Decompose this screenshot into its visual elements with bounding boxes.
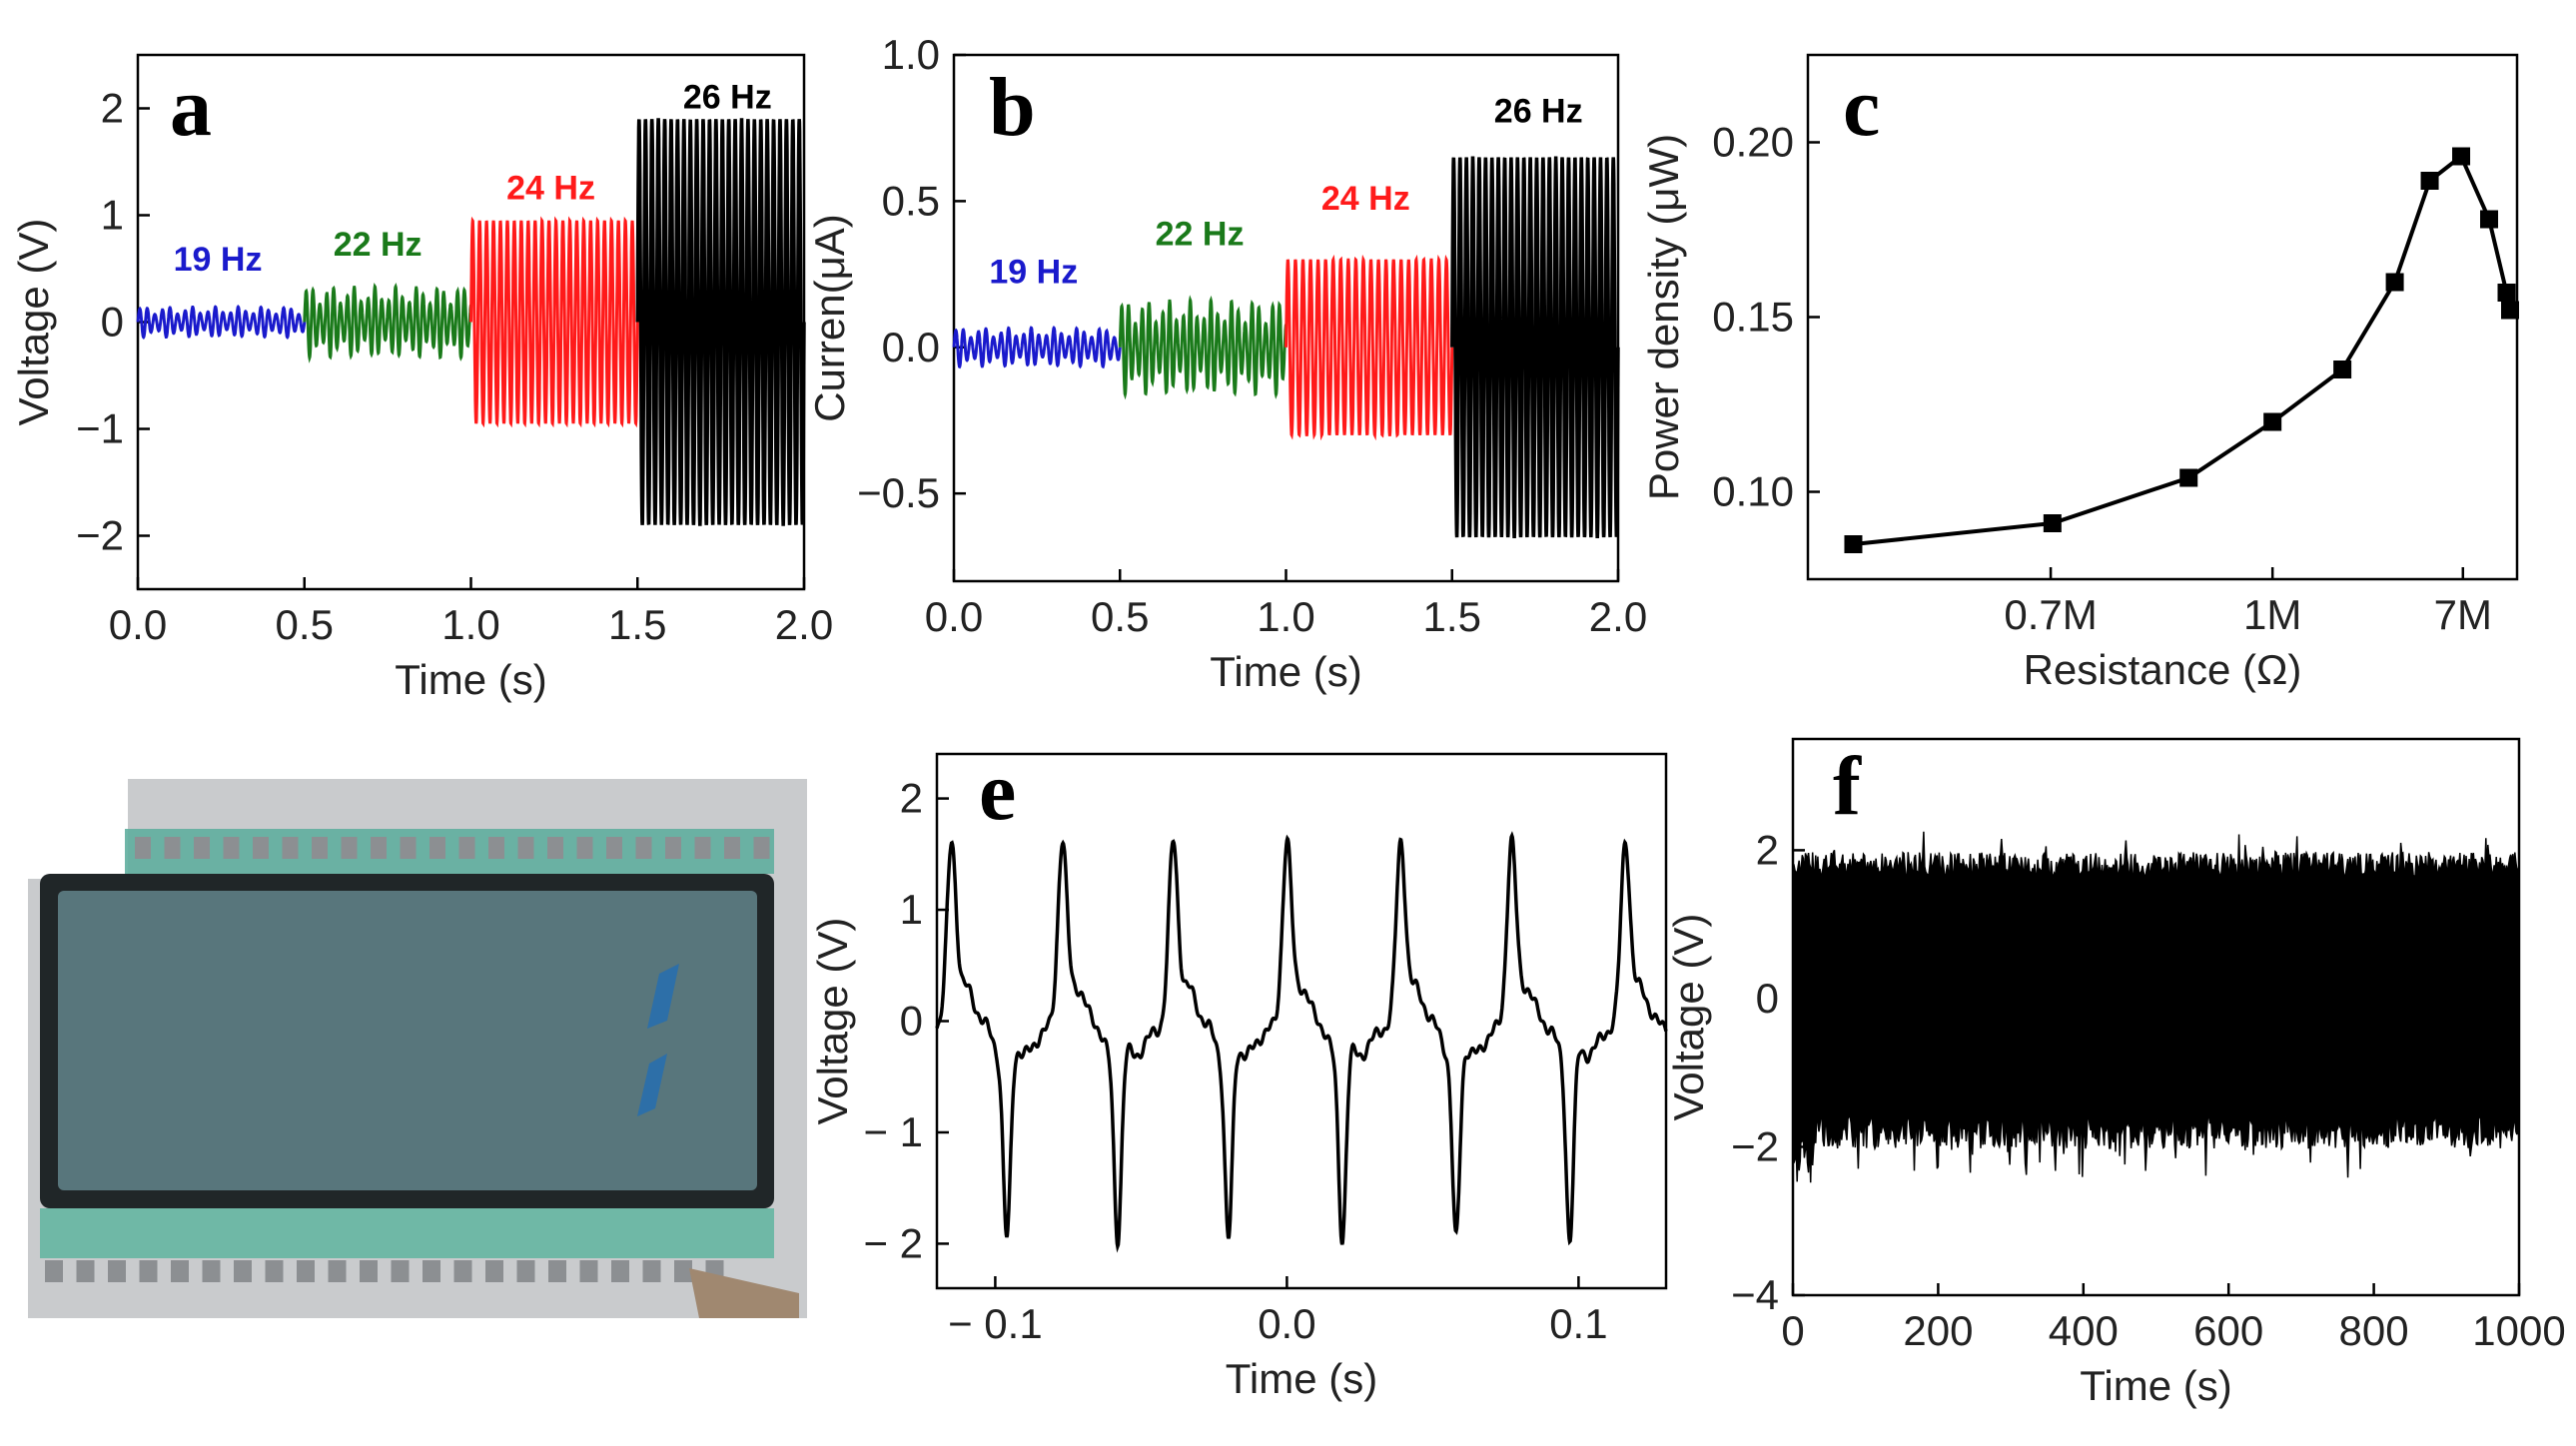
panel-e-xtick-label: 0.1 bbox=[1549, 1300, 1607, 1347]
panel-c-axes: 0.7M 1M 7M 0.10 0.15 0.20 Resistance (Ω) Power … bbox=[1640, 53, 2519, 693]
panel-f-xtick-label: 1000 bbox=[2472, 1307, 2565, 1354]
panel-b-series-3 bbox=[1450, 156, 1620, 539]
panel-a-series-2 bbox=[469, 216, 639, 428]
panel-b-xtick-label: 1.0 bbox=[1257, 593, 1314, 640]
panel-b-xtick-label: 0.0 bbox=[925, 593, 983, 640]
panel-b-series-2 bbox=[1285, 254, 1454, 441]
panel-e-xtick-label: 0.0 bbox=[1258, 1300, 1315, 1347]
panel-f-ytick-label: 0 bbox=[1756, 975, 1779, 1022]
panel-f-xtick-label: 600 bbox=[2193, 1307, 2263, 1354]
panel-b-axes: 0.0 0.5 1.0 1.5 2.0 −0.5 0.0 0.5 1.0 Time (s) Curr… bbox=[806, 31, 1647, 695]
panel-b-xtick-label: 2.0 bbox=[1589, 593, 1647, 640]
panel-a-ytick-label: 2 bbox=[101, 85, 124, 132]
lcd-photo bbox=[28, 779, 807, 1318]
panel-c-point bbox=[2179, 468, 2198, 487]
panel-a-ytick-label: 1 bbox=[101, 192, 124, 239]
panel-b-ytick-label: 0.5 bbox=[882, 177, 940, 224]
panel-a-ytick-label: 0 bbox=[101, 299, 124, 346]
panel-letter-b: b bbox=[989, 61, 1036, 154]
panel-b-ylabel: Curren(μA) bbox=[806, 214, 853, 422]
panel-f-axes: 0 200 400 600 800 1000 −4 −2 0 2 Time (s) Voltage (… bbox=[1665, 737, 2566, 1409]
panel-b-xtick-label: 1.5 bbox=[1423, 593, 1481, 640]
panel-f-ytick-label: 2 bbox=[1756, 826, 1779, 873]
panel-c-frame bbox=[1806, 53, 2519, 581]
panel-f-xtick-label: 200 bbox=[1903, 1307, 1973, 1354]
lcd-top-pins bbox=[135, 837, 770, 859]
panel-letter-e: e bbox=[979, 745, 1016, 838]
panel-c-ylabel: Power density (μW) bbox=[1640, 134, 1687, 500]
panel-b-xlabel: Time (s) bbox=[1210, 648, 1361, 695]
panel-c-ytick-label: 0.10 bbox=[1712, 468, 1794, 515]
panel-f-ytick-label: −4 bbox=[1731, 1271, 1779, 1318]
panel-e-ytick-label: 1 bbox=[900, 886, 923, 933]
panel-c-xtick-label: 7M bbox=[2434, 591, 2492, 638]
panel-b-freq-label-2: 24 Hz bbox=[1321, 180, 1410, 218]
panel-a-xtick-label: 0.0 bbox=[109, 601, 167, 648]
panel-c-point bbox=[1844, 535, 1863, 553]
panel-a-xtick-label: 2.0 bbox=[775, 601, 833, 648]
panel-e-axes: − 0.1 0.0 0.1 − 2 − 1 0 1 2 Time (s) Voltage (V) bbox=[809, 752, 1668, 1402]
panel-a-xtick-label: 1.0 bbox=[441, 601, 499, 648]
lcd-clip bbox=[689, 1268, 799, 1318]
panel-e-frame bbox=[935, 752, 1668, 1290]
panel-c-point bbox=[2497, 284, 2516, 302]
panel-c-xtick-label: 1M bbox=[2243, 591, 2301, 638]
panel-b-ytick-label: 0.0 bbox=[882, 324, 940, 370]
panel-a-ylabel: Voltage (V) bbox=[10, 219, 57, 426]
panel-f-xtick-label: 400 bbox=[2049, 1307, 2119, 1354]
panel-c-point bbox=[2501, 301, 2520, 320]
panel-c-ytick-label: 0.20 bbox=[1712, 119, 1794, 166]
panel-c-point bbox=[2333, 361, 2352, 378]
panel-a-freq-label-0: 19 Hz bbox=[174, 241, 263, 279]
panel-letter-c: c bbox=[1843, 61, 1880, 154]
panel-e-ylabel: Voltage (V) bbox=[809, 918, 856, 1125]
lcd-segment-lower bbox=[637, 1054, 667, 1116]
panel-b-ytick-label: 1.0 bbox=[882, 31, 940, 78]
panel-b-freq-label-3: 26 Hz bbox=[1494, 92, 1583, 130]
panel-e-series-line bbox=[935, 831, 1668, 1253]
panel-letter-a: a bbox=[170, 61, 212, 154]
panel-c-point bbox=[2480, 210, 2499, 229]
panel-a-freq-label-2: 24 Hz bbox=[506, 169, 595, 207]
panel-b-ytick-label: −0.5 bbox=[857, 469, 940, 516]
panel-c-point bbox=[2385, 273, 2404, 292]
panel-a-series-3 bbox=[635, 118, 806, 526]
panel-e-ytick-label: − 1 bbox=[863, 1108, 923, 1155]
lcd-segment-upper bbox=[647, 964, 679, 1029]
panel-c-ytick-label: 0.15 bbox=[1712, 294, 1794, 341]
panel-e-xlabel: Time (s) bbox=[1226, 1355, 1377, 1402]
panel-a-xlabel: Time (s) bbox=[395, 656, 546, 703]
panel-c-xtick-label: 0.7M bbox=[2004, 591, 2097, 638]
panel-c-point bbox=[2263, 412, 2282, 431]
panel-f-xtick-label: 0 bbox=[1781, 1307, 1804, 1354]
panel-f-xtick-label: 800 bbox=[2339, 1307, 2409, 1354]
panel-b-series-1 bbox=[1118, 295, 1288, 400]
panel-b-xtick-label: 0.5 bbox=[1091, 593, 1149, 640]
panel-a-freq-label-1: 22 Hz bbox=[334, 226, 423, 264]
panel-f-ylabel: Voltage (V) bbox=[1665, 914, 1712, 1121]
panel-c-point bbox=[2420, 172, 2439, 190]
panel-a-series-1 bbox=[303, 282, 472, 363]
panel-b-series-0 bbox=[952, 326, 1122, 369]
panel-letter-f: f bbox=[1833, 740, 1862, 833]
panel-b-freq-label-1: 22 Hz bbox=[1156, 215, 1245, 253]
panel-e-ytick-label: 0 bbox=[900, 998, 923, 1045]
panel-f-signal-band bbox=[1792, 831, 2520, 1183]
panel-a-ytick-label: −2 bbox=[76, 512, 124, 559]
panel-b-freq-label-0: 19 Hz bbox=[989, 253, 1078, 291]
panel-a-series-0 bbox=[136, 304, 307, 341]
panel-f-ytick-label: −2 bbox=[1731, 1122, 1779, 1169]
panel-c-xlabel: Resistance (Ω) bbox=[2024, 646, 2302, 693]
panel-e-ytick-label: − 2 bbox=[863, 1219, 923, 1266]
panel-e-xtick-label: − 0.1 bbox=[948, 1300, 1043, 1347]
panel-a-xtick-label: 0.5 bbox=[276, 601, 334, 648]
panel-e-ytick-label: 2 bbox=[900, 775, 923, 822]
panel-a-xtick-label: 1.5 bbox=[608, 601, 666, 648]
panel-f-xlabel: Time (s) bbox=[2080, 1362, 2231, 1409]
panel-c-point bbox=[2452, 147, 2471, 166]
panel-a-ytick-label: −1 bbox=[76, 405, 124, 452]
panel-c-point bbox=[2043, 514, 2062, 532]
panel-a-freq-label-3: 26 Hz bbox=[683, 79, 772, 117]
